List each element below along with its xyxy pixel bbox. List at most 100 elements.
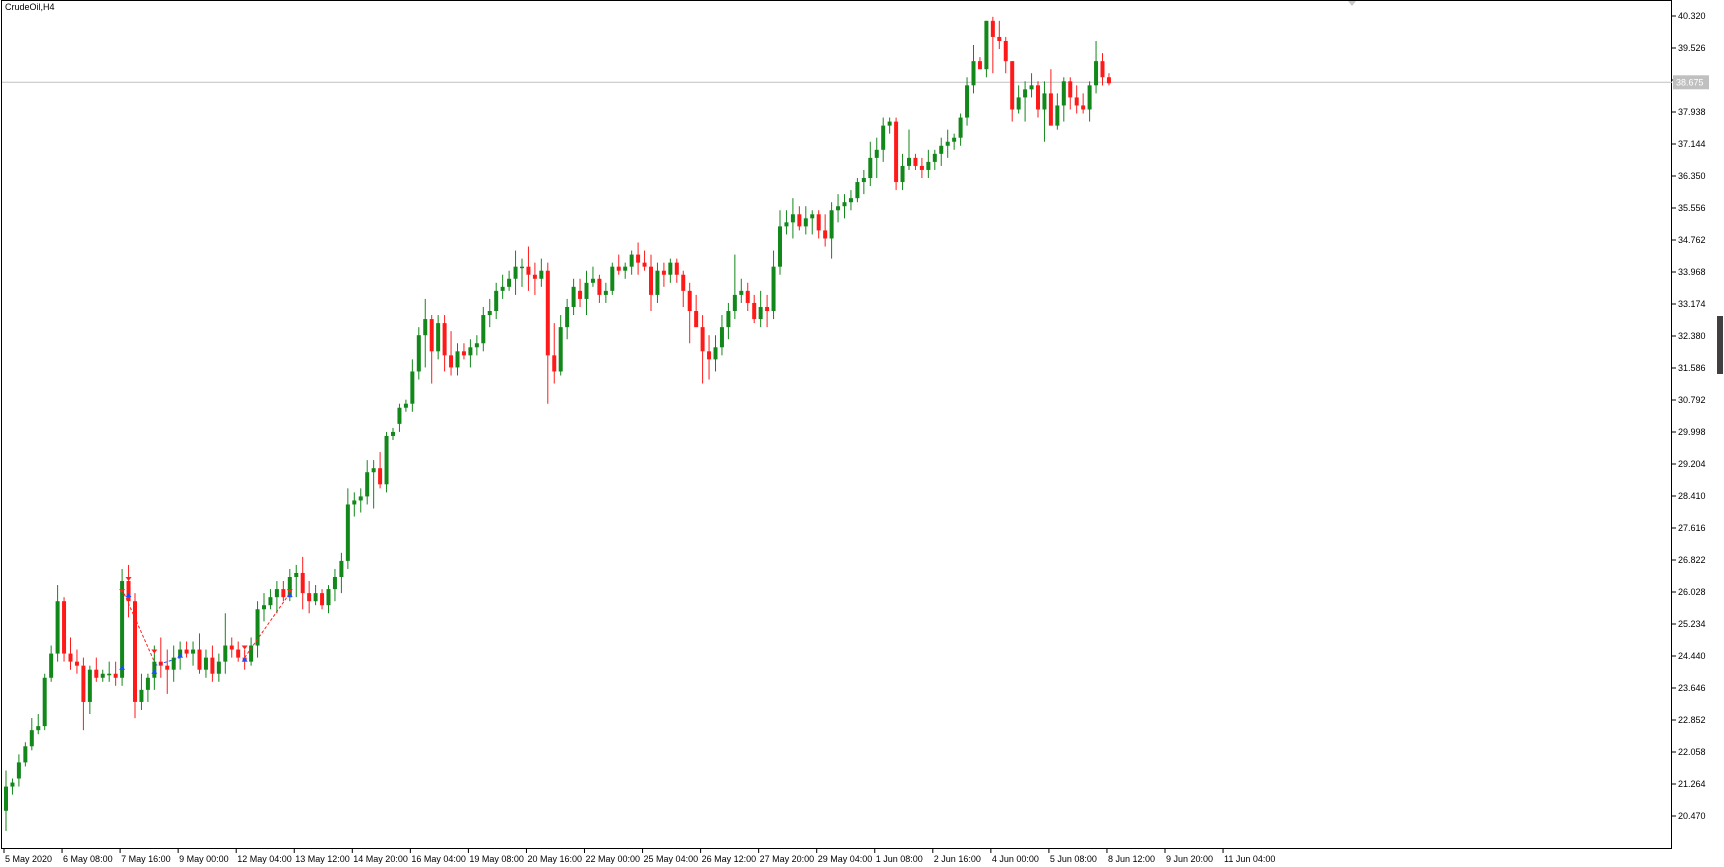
candle	[474, 335, 479, 356]
y-tick-label: 30.792	[1678, 395, 1706, 405]
x-tick-label: 19 May 08:00	[469, 854, 524, 864]
candle	[674, 258, 679, 283]
y-tick-label: 21.264	[1678, 779, 1706, 789]
candle-body	[868, 157, 873, 179]
candle	[29, 718, 34, 751]
candle	[94, 657, 99, 682]
candle	[700, 315, 705, 384]
x-tick-label: 9 May 00:00	[179, 854, 229, 864]
candle-body	[661, 270, 666, 275]
x-axis: 5 May 2020 6 May 08:00 7 May 16:00 9 May 00…	[3, 848, 1275, 864]
candle	[1074, 85, 1079, 114]
x-tick-label: 5 Jun 08:00	[1050, 854, 1097, 864]
candle	[255, 601, 260, 658]
y-tick-label: 33.968	[1678, 267, 1706, 277]
candle-body	[694, 311, 699, 328]
x-tick-label: 29 May 04:00	[818, 854, 873, 864]
candle	[939, 137, 944, 166]
candle	[203, 649, 208, 678]
candle	[990, 16, 995, 74]
y-tick-label: 20.470	[1678, 811, 1706, 821]
candle-body	[49, 653, 54, 678]
x-tick-label: 25 May 04:00	[644, 854, 699, 864]
candle-body	[391, 431, 395, 436]
candle-body	[726, 311, 731, 328]
candle	[423, 298, 428, 368]
candle-body	[494, 290, 499, 312]
candle-body	[623, 266, 628, 271]
candle-body	[797, 214, 802, 227]
candle-body	[55, 601, 60, 654]
candle	[191, 641, 196, 666]
candle	[1048, 69, 1053, 126]
candle-body	[42, 677, 47, 727]
candle	[352, 492, 357, 517]
candle	[449, 331, 454, 376]
candle	[294, 564, 299, 598]
price-tag-value: 38.675	[1676, 77, 1704, 87]
y-tick-label: 24.440	[1678, 651, 1706, 661]
candle-body	[416, 335, 421, 372]
candle-body	[287, 577, 292, 598]
candle	[1016, 85, 1021, 114]
candle-body	[294, 572, 299, 578]
candle	[965, 77, 970, 126]
candle	[23, 742, 28, 767]
y-tick-label: 28.410	[1678, 491, 1706, 501]
candle	[881, 117, 886, 162]
x-tick-label: 16 May 04:00	[411, 854, 466, 864]
candle-body	[358, 496, 363, 501]
candle-body	[829, 210, 834, 239]
candle-body	[1029, 85, 1034, 90]
chart-scrollbar-thumb[interactable]	[1717, 316, 1723, 374]
candle	[797, 206, 802, 231]
candle	[87, 665, 92, 715]
y-tick-label: 27.616	[1678, 523, 1706, 533]
plot-frame	[1, 0, 1672, 849]
candle-body	[545, 270, 550, 356]
y-tick-label: 26.028	[1678, 587, 1706, 597]
candle	[1087, 81, 1092, 122]
symbol-timeframe-label: CrudeOil,H4	[5, 2, 55, 12]
candle	[977, 57, 982, 70]
candle-body	[571, 286, 576, 307]
candle	[1106, 73, 1111, 86]
candle-body	[1074, 97, 1079, 106]
candle	[823, 214, 828, 247]
candle-body	[674, 262, 679, 275]
candle-body	[713, 347, 718, 360]
y-tick-label: 25.234	[1678, 619, 1706, 629]
candle	[345, 488, 350, 569]
candle	[332, 568, 337, 602]
candle-body	[655, 270, 660, 295]
candle-body	[919, 165, 924, 170]
candle	[229, 637, 234, 658]
candle-body	[10, 782, 15, 787]
candle-body	[558, 327, 563, 372]
candle-body	[403, 403, 408, 408]
candle	[610, 262, 615, 295]
candle	[913, 153, 918, 170]
candle	[623, 262, 628, 279]
candle-body	[397, 407, 402, 424]
candle	[262, 593, 266, 622]
candle	[326, 585, 331, 614]
chart-shift-marker[interactable]	[1348, 1, 1356, 6]
candle	[971, 45, 976, 94]
candle-body	[455, 351, 460, 368]
candle-body	[642, 262, 647, 267]
candle	[997, 20, 1002, 50]
candle-body	[758, 306, 763, 320]
candle-body	[1048, 93, 1053, 126]
candle	[468, 339, 473, 368]
candle	[1100, 53, 1105, 86]
candle-body	[378, 468, 383, 485]
candle-body	[442, 323, 447, 356]
candle-body	[539, 270, 544, 279]
candle	[945, 129, 950, 158]
candle-body	[23, 746, 28, 763]
candle	[565, 298, 570, 340]
candle	[1061, 77, 1066, 122]
candle	[494, 282, 499, 320]
